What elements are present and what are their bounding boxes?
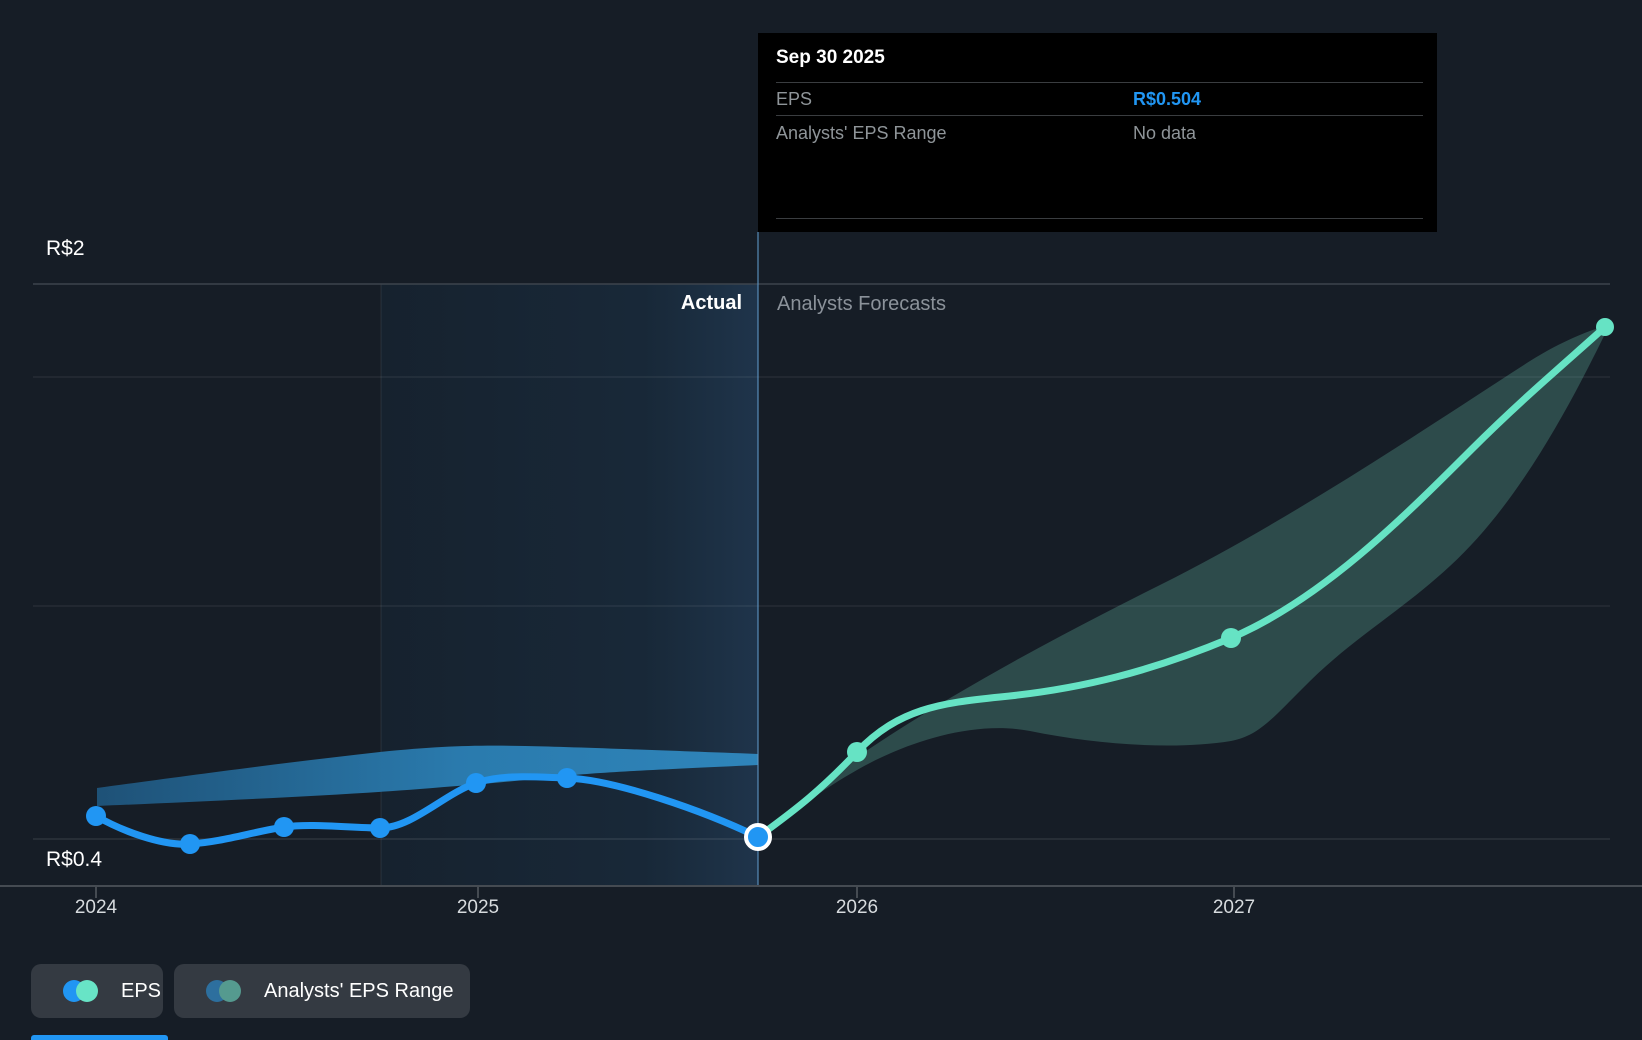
y-axis-label-bottom: R$0.4 (46, 848, 103, 871)
legend-eps-label: EPS (121, 979, 162, 1002)
highlighted-period-band (381, 284, 758, 886)
data-point-actual-3[interactable] (274, 817, 294, 837)
data-point-forecast-end[interactable] (1596, 318, 1614, 336)
tooltip-range-value: No data (1133, 123, 1197, 143)
data-point-actual-5[interactable] (466, 773, 486, 793)
chart-tooltip: Sep 30 2025 EPS R$0.504 Analysts' EPS Ra… (758, 33, 1437, 232)
tooltip-divider (776, 218, 1423, 219)
data-point-actual-2[interactable] (180, 834, 200, 854)
legend-range-label: Analysts' EPS Range (264, 979, 454, 1002)
range-series-icon (206, 979, 246, 1003)
bottom-cutoff-element[interactable] (31, 1035, 168, 1040)
x-axis-label-2025: 2025 (456, 897, 500, 918)
y-axis-label-top: R$2 (46, 237, 85, 260)
actual-phase-label: Actual (680, 292, 742, 314)
tooltip-divider (776, 115, 1423, 116)
x-axis-label-2027: 2027 (1212, 897, 1256, 918)
x-axis-label-2026: 2026 (835, 897, 879, 918)
data-point-forecast-2027[interactable] (1221, 628, 1241, 648)
actual-range-band (97, 745, 758, 806)
forecast-phase-label: Analysts Forecasts (777, 293, 946, 315)
data-point-actual-6[interactable] (557, 768, 577, 788)
forecast-range-band (758, 326, 1605, 837)
data-point-forecast-2026[interactable] (847, 742, 867, 762)
legend-button-eps[interactable]: EPS (31, 964, 163, 1018)
tooltip-divider (776, 82, 1423, 83)
tooltip-eps-label: EPS (776, 89, 813, 109)
x-axis-label-2024: 2024 (74, 897, 118, 918)
tooltip-range-label: Analysts' EPS Range (776, 123, 947, 143)
data-point-actual-4[interactable] (370, 818, 390, 838)
eps-series-icon (63, 979, 103, 1003)
legend-button-analysts-eps-range[interactable]: Analysts' EPS Range (174, 964, 470, 1018)
data-point-actual-1[interactable] (86, 806, 106, 826)
tooltip-eps-value: R$0.504 (1133, 89, 1202, 109)
tooltip-date: Sep 30 2025 (776, 47, 885, 68)
data-point-hovered-sep-2025[interactable] (744, 823, 772, 851)
